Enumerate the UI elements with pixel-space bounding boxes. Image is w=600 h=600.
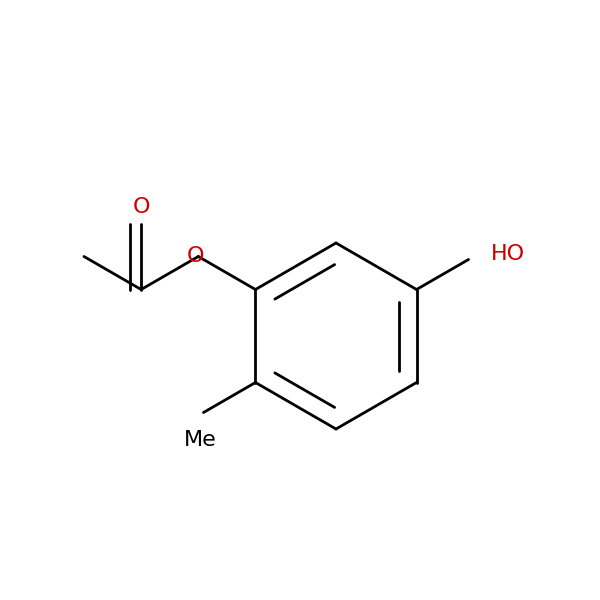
Text: Me: Me — [184, 430, 217, 451]
Text: HO: HO — [491, 244, 526, 263]
Text: O: O — [187, 247, 204, 266]
Text: O: O — [133, 197, 150, 217]
